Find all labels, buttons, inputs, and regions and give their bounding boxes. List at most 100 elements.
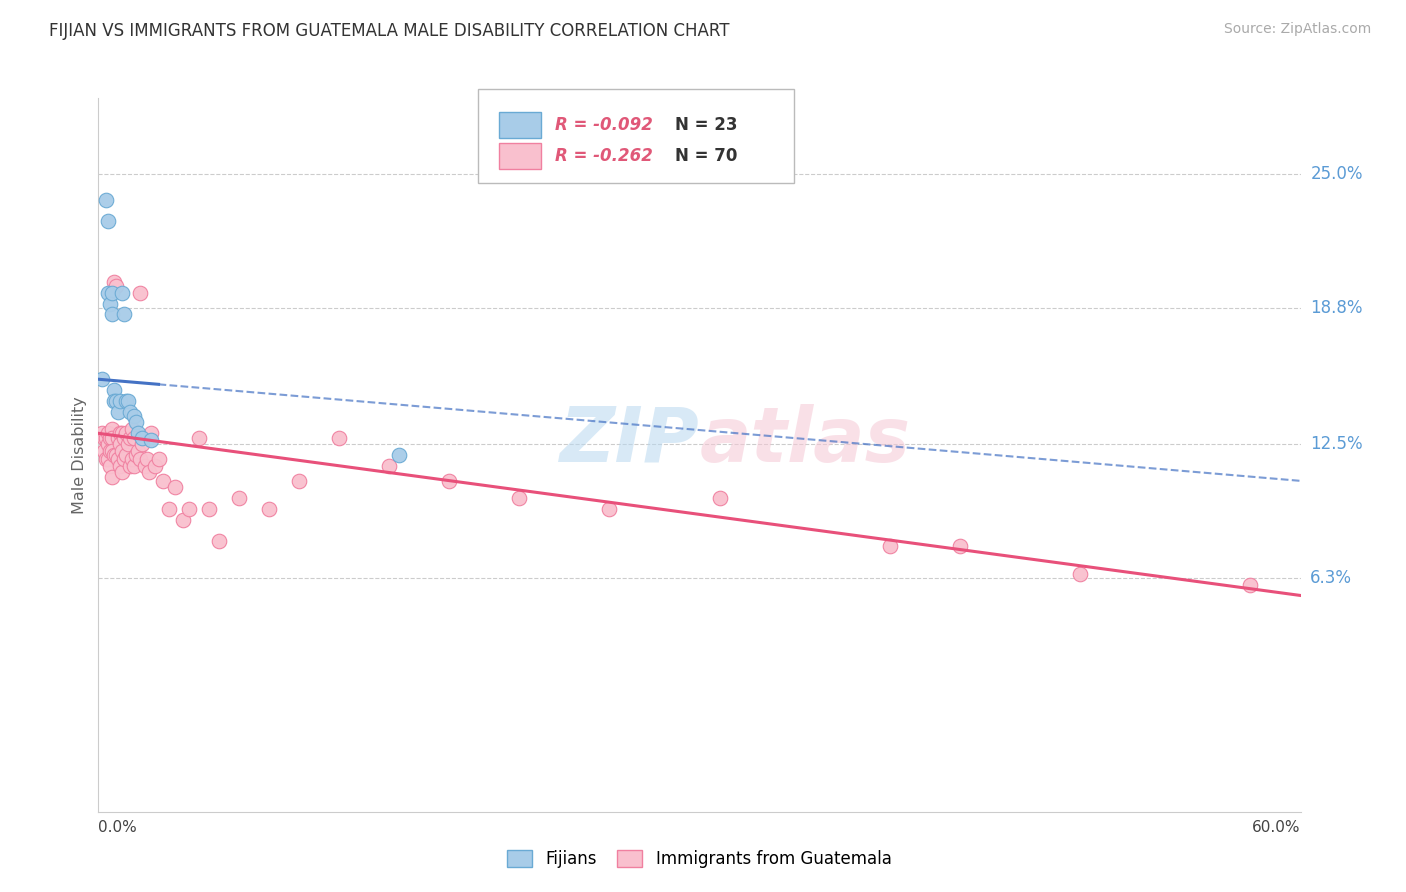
Text: 12.5%: 12.5% bbox=[1310, 435, 1362, 453]
Point bbox=[100, 431, 122, 445]
Point bbox=[101, 307, 124, 321]
Point bbox=[114, 307, 136, 321]
Point bbox=[129, 452, 152, 467]
Point bbox=[124, 458, 146, 473]
Text: atlas: atlas bbox=[699, 404, 911, 477]
Point bbox=[97, 426, 120, 441]
Point bbox=[110, 458, 132, 473]
Point bbox=[177, 502, 200, 516]
Point bbox=[143, 458, 166, 473]
Point bbox=[100, 458, 122, 473]
Point bbox=[107, 405, 129, 419]
Point bbox=[105, 448, 128, 462]
Point bbox=[107, 452, 129, 467]
Point bbox=[114, 452, 136, 467]
Point bbox=[96, 431, 118, 445]
Point bbox=[111, 443, 134, 458]
Point bbox=[101, 431, 124, 445]
Point bbox=[257, 502, 280, 516]
Point bbox=[91, 372, 114, 386]
Text: R = -0.262: R = -0.262 bbox=[555, 147, 654, 165]
Text: 6.3%: 6.3% bbox=[1310, 569, 1353, 587]
Point bbox=[197, 502, 219, 516]
Point bbox=[111, 426, 134, 441]
Point bbox=[105, 279, 128, 293]
Point bbox=[97, 285, 120, 300]
Point bbox=[111, 465, 134, 479]
Point bbox=[125, 448, 148, 462]
Point bbox=[172, 513, 194, 527]
Point bbox=[120, 405, 142, 419]
Point bbox=[288, 474, 311, 488]
Point bbox=[96, 452, 118, 467]
Point bbox=[111, 285, 134, 300]
Text: 0.0%: 0.0% bbox=[98, 821, 138, 836]
Point bbox=[117, 437, 139, 451]
Point bbox=[709, 491, 731, 505]
Point bbox=[100, 296, 122, 310]
Point bbox=[100, 443, 122, 458]
Point bbox=[93, 431, 115, 445]
Point bbox=[139, 426, 162, 441]
Point bbox=[208, 534, 231, 549]
Text: N = 23: N = 23 bbox=[675, 116, 737, 134]
Point bbox=[328, 431, 350, 445]
Point bbox=[378, 458, 401, 473]
Point bbox=[107, 431, 129, 445]
Point bbox=[131, 431, 153, 445]
Point bbox=[115, 426, 138, 441]
Point bbox=[131, 437, 153, 451]
Point bbox=[125, 416, 148, 430]
Point bbox=[101, 443, 124, 458]
Text: N = 70: N = 70 bbox=[675, 147, 737, 165]
Point bbox=[1239, 577, 1261, 591]
Point bbox=[117, 393, 139, 408]
Point bbox=[187, 431, 209, 445]
Point bbox=[110, 426, 132, 441]
Point bbox=[139, 433, 162, 447]
Point bbox=[124, 431, 146, 445]
Point bbox=[121, 422, 143, 436]
Point bbox=[115, 393, 138, 408]
Point bbox=[128, 426, 150, 441]
Point bbox=[134, 458, 156, 473]
Point bbox=[138, 465, 160, 479]
Point bbox=[97, 437, 120, 451]
Point bbox=[103, 383, 125, 397]
Point bbox=[124, 409, 146, 423]
Point bbox=[103, 393, 125, 408]
Point bbox=[91, 426, 114, 441]
Point bbox=[110, 437, 132, 451]
Point bbox=[105, 393, 128, 408]
Text: ZIP: ZIP bbox=[560, 404, 699, 477]
Point bbox=[152, 474, 174, 488]
Point bbox=[114, 431, 136, 445]
Point bbox=[879, 539, 901, 553]
Point bbox=[508, 491, 530, 505]
Point bbox=[1069, 566, 1091, 581]
Point bbox=[120, 431, 142, 445]
Point bbox=[97, 214, 120, 228]
Point bbox=[101, 469, 124, 483]
Point bbox=[157, 502, 180, 516]
Point bbox=[949, 539, 972, 553]
Point bbox=[129, 285, 152, 300]
Point bbox=[93, 443, 115, 458]
Point bbox=[437, 474, 460, 488]
Text: FIJIAN VS IMMIGRANTS FROM GUATEMALA MALE DISABILITY CORRELATION CHART: FIJIAN VS IMMIGRANTS FROM GUATEMALA MALE… bbox=[49, 22, 730, 40]
Point bbox=[128, 443, 150, 458]
Point bbox=[115, 448, 138, 462]
Point bbox=[163, 480, 186, 494]
Point bbox=[388, 448, 411, 462]
Point bbox=[135, 452, 157, 467]
Text: 25.0%: 25.0% bbox=[1310, 165, 1362, 183]
Text: R = -0.092: R = -0.092 bbox=[555, 116, 654, 134]
Y-axis label: Male Disability: Male Disability bbox=[72, 396, 87, 514]
Point bbox=[120, 458, 142, 473]
Point bbox=[598, 502, 620, 516]
Text: 18.8%: 18.8% bbox=[1310, 299, 1362, 317]
Point bbox=[96, 193, 118, 207]
Point bbox=[101, 422, 124, 436]
Legend: Fijians, Immigrants from Guatemala: Fijians, Immigrants from Guatemala bbox=[501, 843, 898, 875]
Point bbox=[110, 393, 132, 408]
